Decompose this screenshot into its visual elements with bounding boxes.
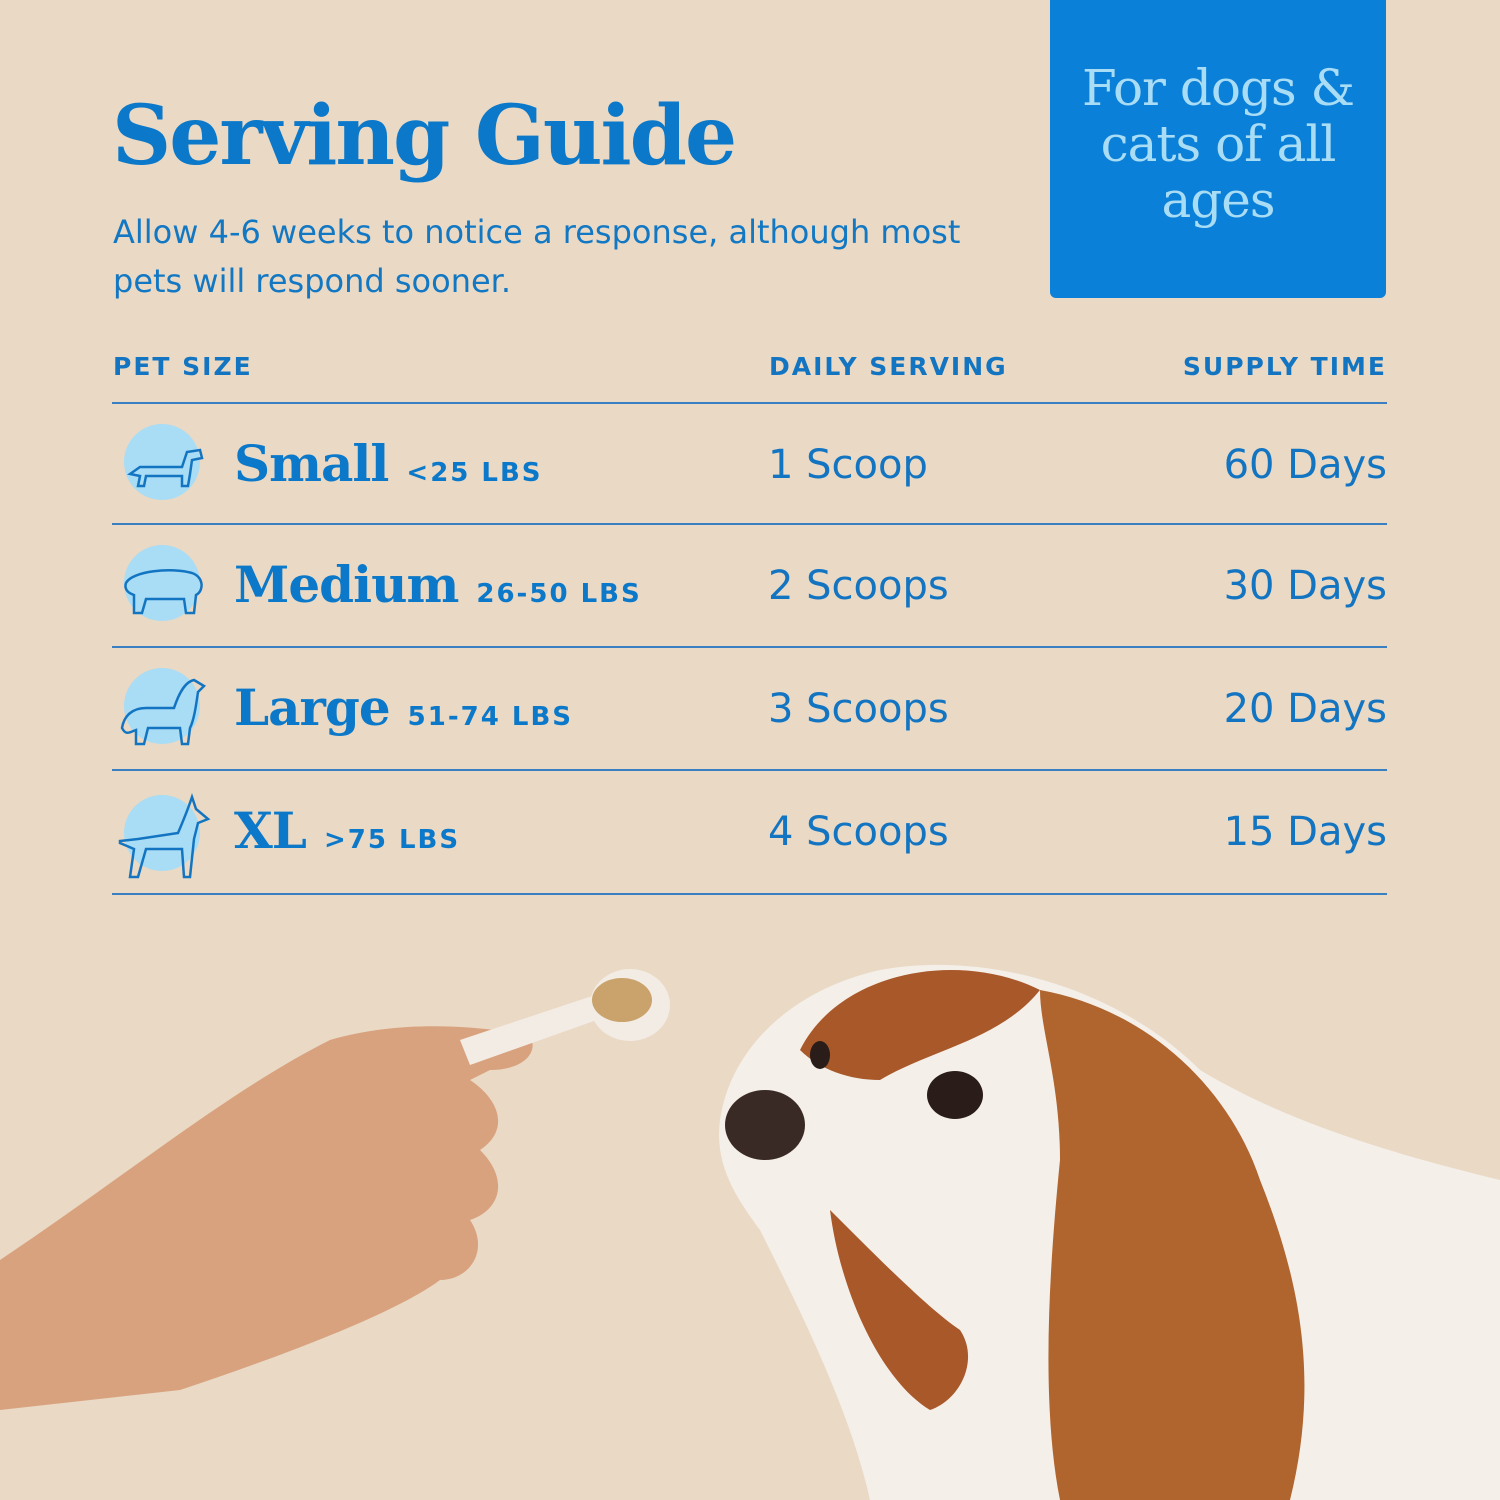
table-row: XL >75 LBS 4 Scoops 15 Days <box>112 771 1387 891</box>
divider <box>112 646 1387 648</box>
header-supply-time: SUPPLY TIME <box>1182 352 1387 381</box>
weight-range: >75 LBS <box>323 825 461 855</box>
doberman-icon <box>118 793 211 879</box>
table-row: Large 51-74 LBS 3 Scoops 20 Days <box>112 648 1387 768</box>
weight-range: 51-74 LBS <box>407 702 573 732</box>
bulldog-icon <box>124 545 203 621</box>
subtitle: Allow 4-6 weeks to notice a response, al… <box>113 213 961 300</box>
daily-serving: 3 Scoops <box>768 686 949 732</box>
pet-size: Small <25 LBS <box>234 434 543 493</box>
weight-range: 26-50 LBS <box>476 579 642 609</box>
page-title: Serving Guide <box>112 88 737 184</box>
divider <box>112 523 1387 525</box>
pet-size: XL >75 LBS <box>234 801 461 860</box>
divider <box>112 402 1387 404</box>
divider <box>112 893 1387 895</box>
header-daily-serving: DAILY SERVING <box>769 352 1008 381</box>
supply-time: 20 Days <box>1223 686 1387 732</box>
supply-time: 60 Days <box>1223 442 1387 488</box>
audience-badge: For dogs & cats of all ages <box>1050 0 1386 298</box>
hand-scoop-dog-photo <box>0 964 1500 1500</box>
daily-serving: 4 Scoops <box>768 809 949 855</box>
table-row: Small <25 LBS 1 Scoop 60 Days <box>112 404 1387 524</box>
supply-time: 15 Days <box>1223 809 1387 855</box>
hand <box>0 1026 533 1410</box>
spaniel-icon <box>120 668 207 746</box>
pet-size: Large 51-74 LBS <box>234 678 573 737</box>
weight-range: <25 LBS <box>406 458 543 488</box>
table-row: Medium 26-50 LBS 2 Scoops 30 Days <box>112 525 1387 645</box>
dachshund-icon <box>124 424 204 500</box>
supply-time: 30 Days <box>1223 563 1387 609</box>
divider <box>112 769 1387 771</box>
pet-size: Medium 26-50 LBS <box>234 555 642 614</box>
header-pet-size: PET SIZE <box>113 352 253 381</box>
daily-serving: 1 Scoop <box>768 442 928 488</box>
daily-serving: 2 Scoops <box>768 563 949 609</box>
